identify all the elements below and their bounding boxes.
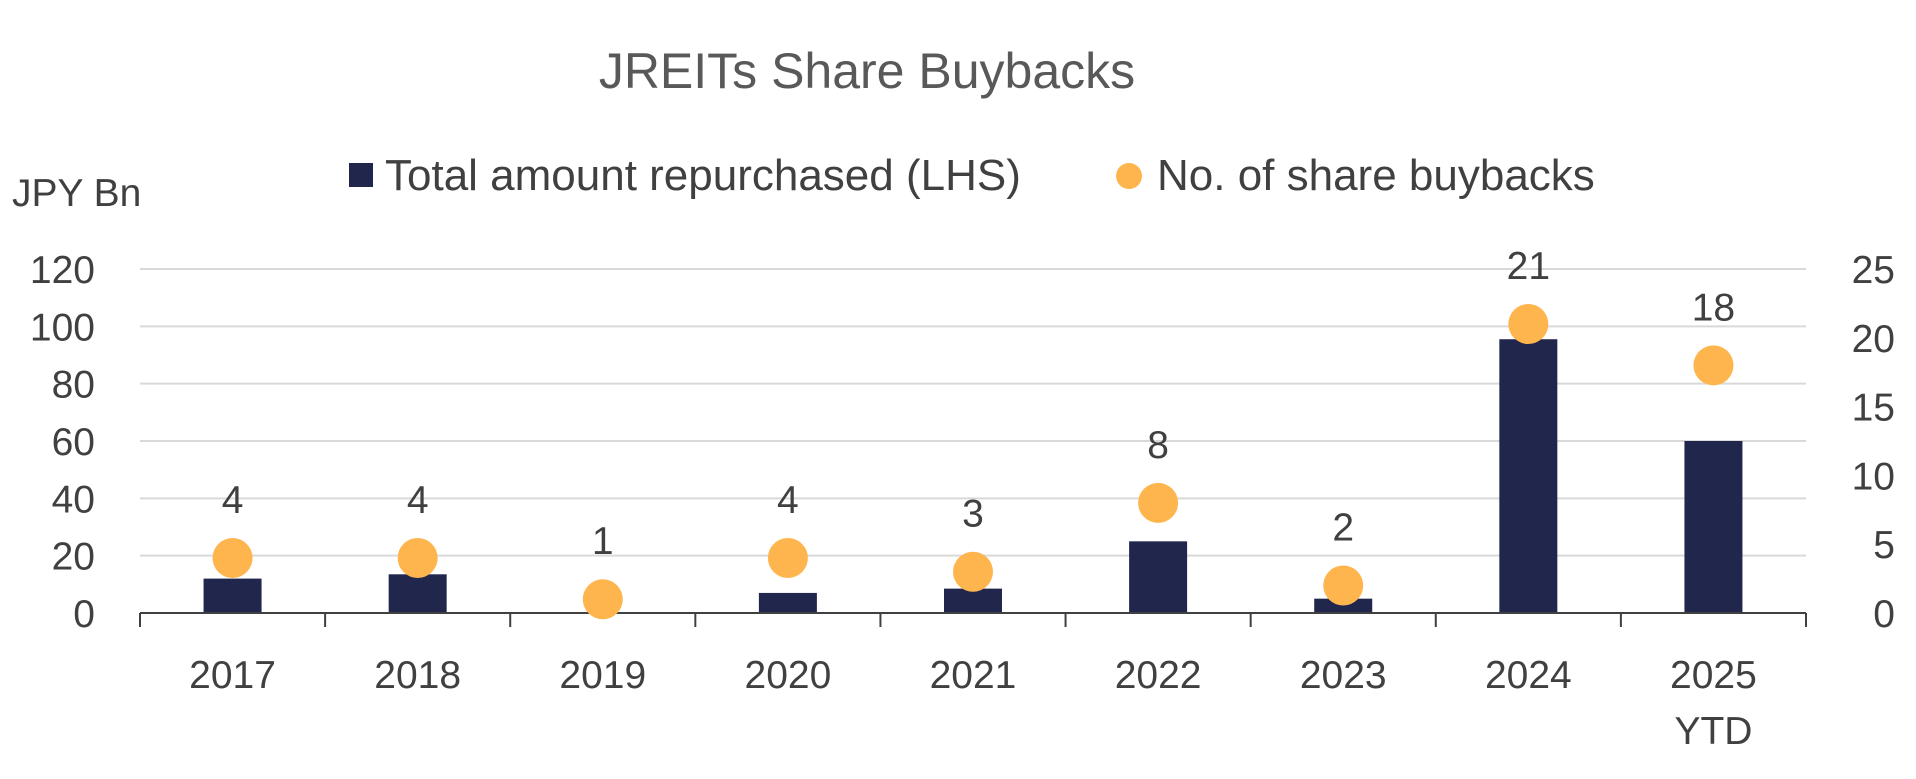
y-axis-unit-label: JPY Bn — [12, 172, 141, 215]
marker — [212, 537, 253, 578]
marker — [1138, 482, 1179, 523]
marker — [1323, 565, 1364, 606]
x-tick-label: 2023 — [1300, 654, 1387, 697]
y-tick-label: 60 — [52, 421, 95, 464]
y2-tick-label: 25 — [1852, 249, 1895, 292]
y-tick-label: 40 — [52, 478, 95, 521]
axes — [139, 612, 1807, 627]
data-label: 21 — [1507, 245, 1550, 288]
bar — [388, 574, 447, 613]
y2-tick-label: 20 — [1852, 318, 1895, 361]
data-label: 1 — [592, 520, 614, 563]
y2-tick-label: 5 — [1873, 524, 1895, 567]
bar — [203, 578, 262, 613]
x-tick-label: 2019 — [559, 654, 646, 697]
legend-bar-swatch — [349, 163, 373, 187]
marker — [582, 579, 623, 620]
y-tick-label: 0 — [73, 593, 95, 636]
marker — [767, 537, 808, 578]
x-tick-label: 2025 YTD — [1670, 654, 1757, 753]
data-labels: 4 4 1 4 3 8 2 21 18 — [222, 245, 1735, 563]
bar — [1314, 598, 1373, 613]
legend: Total amount repurchased (LHS) No. of sh… — [349, 151, 1595, 200]
legend-bar-label: Total amount repurchased (LHS) — [385, 151, 1021, 200]
legend-marker-swatch — [1116, 163, 1142, 189]
x-tick-label: 2021 — [930, 654, 1017, 697]
x-tick-label: 2017 — [189, 654, 276, 697]
data-label: 4 — [407, 479, 429, 522]
x-tick-label: 2022 — [1115, 654, 1202, 697]
data-label: 18 — [1692, 286, 1735, 329]
y2-tick-label: 0 — [1873, 593, 1895, 636]
data-label: 4 — [777, 479, 799, 522]
x-tick-label: 2020 — [745, 654, 832, 697]
data-label: 4 — [222, 479, 244, 522]
y2-tick-label: 10 — [1852, 455, 1895, 498]
marker — [953, 551, 993, 592]
data-label: 3 — [962, 493, 984, 536]
y-tick-label: 100 — [30, 306, 95, 349]
marker — [1508, 304, 1549, 345]
data-label: 8 — [1147, 424, 1169, 467]
marker — [1693, 345, 1734, 386]
bars — [203, 339, 1743, 613]
bar — [944, 588, 1002, 613]
x-tick-label: 2024 — [1485, 654, 1572, 697]
chart-title: JREITs Share Buybacks — [599, 43, 1135, 99]
marker — [397, 537, 438, 578]
x-ticks: 2017 2018 2019 2020 2021 2022 2023 2024 2025 YTD — [189, 654, 1757, 753]
right-y-ticks: 0 5 10 15 20 25 — [1852, 249, 1895, 636]
y-tick-label: 120 — [30, 249, 95, 292]
bar — [758, 592, 817, 613]
data-label: 2 — [1332, 506, 1354, 549]
y-tick-label: 80 — [52, 364, 95, 407]
y-tick-label: 20 — [52, 536, 95, 579]
x-tick-label: 2018 — [374, 654, 461, 697]
bar — [1499, 339, 1558, 613]
legend-marker-label: No. of share buybacks — [1157, 151, 1595, 200]
bar — [1684, 441, 1743, 613]
markers — [212, 304, 1734, 620]
y2-tick-label: 15 — [1852, 387, 1895, 430]
left-y-ticks: 0 20 40 60 80 100 120 — [30, 249, 95, 636]
bar — [1129, 541, 1188, 613]
